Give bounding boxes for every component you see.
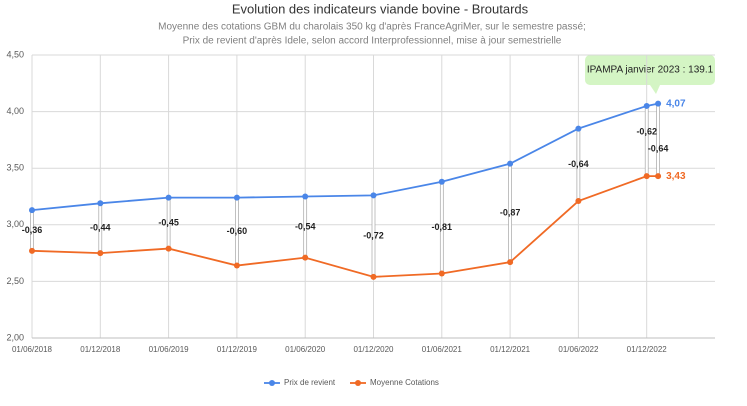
point	[370, 273, 377, 280]
point	[165, 194, 172, 201]
gap-label: -0,72	[363, 230, 384, 240]
end-label: 3,43	[666, 171, 686, 182]
x-tick-label: 01/06/2021	[422, 345, 463, 354]
point	[655, 173, 662, 180]
annotation-pointer	[650, 85, 660, 94]
point	[29, 247, 35, 254]
gap-label: -0,44	[90, 223, 111, 233]
gap-label: -0,54	[295, 221, 316, 231]
x-tick-label: 01/06/2020	[285, 345, 326, 354]
point	[370, 192, 377, 199]
legend-marker	[269, 380, 275, 386]
gap-label: -0,62	[636, 126, 657, 136]
x-tick-label: 01/12/2022	[627, 345, 668, 354]
x-tick-label: 01/12/2019	[217, 345, 258, 354]
point	[655, 100, 662, 107]
point	[438, 178, 445, 185]
y-tick-label: 3,50	[6, 163, 24, 173]
y-tick-label: 4,50	[6, 49, 24, 59]
y-tick-label: 4,00	[6, 106, 24, 116]
point	[438, 270, 445, 277]
point	[302, 254, 309, 261]
gap-label: -0,64	[648, 143, 669, 153]
gap-label: -0,45	[158, 217, 179, 227]
gap-label: -0,64	[568, 159, 589, 169]
gap-connector	[644, 105, 649, 177]
gap-label: -0,60	[227, 226, 248, 236]
y-tick-label: 2,50	[6, 276, 24, 286]
point	[507, 160, 514, 167]
point	[97, 250, 104, 257]
series-line	[31, 175, 659, 278]
x-tick-label: 01/06/2019	[149, 345, 190, 354]
point	[507, 259, 514, 266]
gap-label: -0,87	[500, 207, 521, 217]
point	[575, 125, 582, 132]
point	[643, 102, 650, 109]
chart-title: Evolution des indicateurs viande bovine …	[232, 1, 529, 16]
chart-subtitle: Prix de revient d'après Idele, selon acc…	[183, 36, 562, 47]
point	[165, 245, 172, 252]
y-tick-label: 3,00	[6, 219, 24, 229]
point	[233, 194, 240, 201]
point	[29, 207, 35, 214]
point	[233, 262, 240, 269]
point	[97, 200, 104, 207]
annotation: IPAMPA janvier 2023 : 139.1	[587, 65, 714, 76]
legend-label: Prix de revient	[284, 378, 336, 387]
point	[575, 198, 582, 205]
x-tick-label: 01/12/2020	[353, 345, 394, 354]
point	[643, 173, 650, 180]
gap-label: -0,36	[22, 225, 43, 235]
x-tick-label: 01/12/2021	[490, 345, 531, 354]
x-tick-label: 01/06/2022	[558, 345, 599, 354]
y-tick-label: 2,00	[6, 332, 24, 342]
annotation-box	[585, 55, 715, 85]
gap-connector	[656, 103, 660, 177]
legend-marker	[355, 380, 361, 386]
gap-label: -0,81	[432, 222, 453, 232]
x-tick-label: 01/12/2018	[80, 345, 121, 354]
legend-label: Moyenne Cotations	[370, 378, 439, 387]
series-line	[31, 102, 659, 211]
x-tick-label: 01/06/2018	[12, 345, 53, 354]
point	[302, 193, 309, 200]
end-label: 4,07	[666, 98, 686, 109]
chart-subtitle: Moyenne des cotations GBM du charolais 3…	[158, 22, 586, 33]
